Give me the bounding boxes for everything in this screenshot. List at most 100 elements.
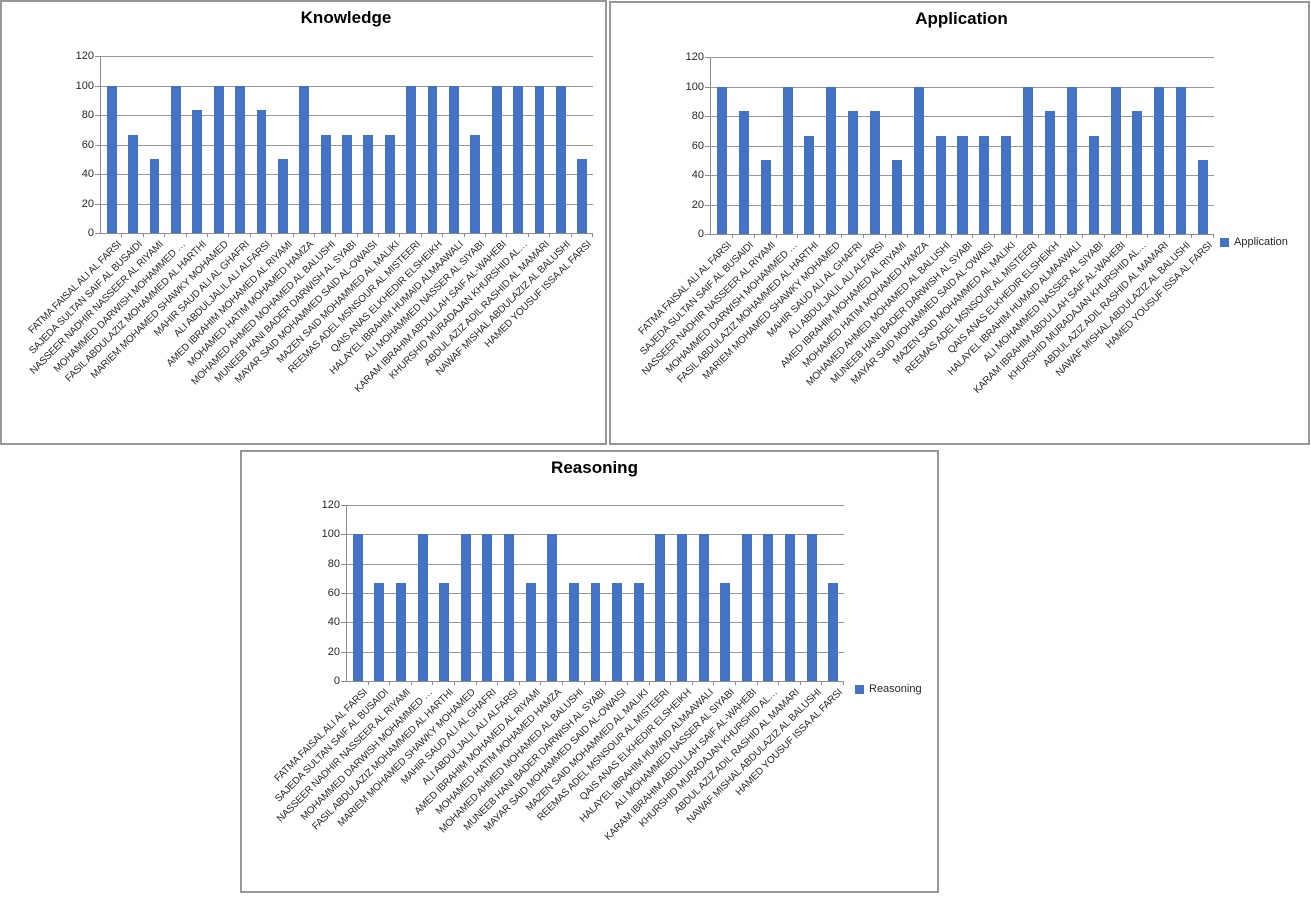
bar bbox=[760, 160, 771, 234]
x-axis-tick bbox=[713, 681, 715, 685]
bar bbox=[1110, 86, 1121, 234]
bar bbox=[106, 85, 117, 233]
x-axis-tick bbox=[1103, 234, 1105, 238]
x-axis-tick bbox=[475, 681, 477, 685]
x-axis-tick bbox=[626, 681, 628, 685]
x-axis-tick bbox=[518, 681, 520, 685]
bar bbox=[1001, 135, 1012, 234]
x-axis-tick bbox=[420, 233, 422, 237]
y-axis-tick bbox=[705, 234, 710, 235]
bar bbox=[352, 534, 363, 681]
x-axis-tick bbox=[1169, 234, 1171, 238]
y-axis-tick bbox=[95, 233, 100, 234]
x-axis-tick bbox=[756, 681, 758, 685]
gridline bbox=[711, 116, 1214, 117]
bar bbox=[1154, 86, 1165, 234]
y-tick-label: 120 bbox=[75, 50, 94, 62]
bar bbox=[149, 159, 160, 233]
gridline bbox=[101, 85, 593, 87]
x-axis-tick bbox=[399, 233, 401, 237]
x-axis-tick bbox=[562, 681, 564, 685]
x-axis-tick bbox=[778, 681, 780, 685]
bar bbox=[170, 85, 181, 233]
bar bbox=[256, 110, 267, 233]
x-axis-tick bbox=[121, 233, 123, 237]
x-axis-tick bbox=[1059, 234, 1061, 238]
x-axis-tick bbox=[527, 233, 529, 237]
x-axis-tick bbox=[506, 233, 508, 237]
x-axis-tick bbox=[605, 681, 607, 685]
y-axis-tick bbox=[95, 203, 100, 205]
bar bbox=[957, 135, 968, 234]
x-axis-tick bbox=[228, 233, 230, 237]
reasoning-chart: Reasoning 0 20 40 60 80 100 120 FATMA FAISAL AL… bbox=[240, 450, 939, 893]
x-axis-tick bbox=[884, 234, 886, 238]
bar bbox=[299, 85, 310, 233]
chart-title: Knowledge bbox=[300, 8, 392, 27]
bar bbox=[439, 583, 450, 681]
x-axis-tick bbox=[731, 234, 733, 238]
gridline bbox=[347, 563, 844, 565]
gridline bbox=[711, 86, 1214, 88]
gridline bbox=[711, 57, 1214, 58]
bar bbox=[525, 583, 536, 681]
bar bbox=[1132, 111, 1143, 234]
legend-label: Application bbox=[1234, 236, 1288, 248]
y-tick-label: 80 bbox=[691, 110, 704, 122]
y-tick-label: 40 bbox=[327, 616, 340, 629]
bar bbox=[513, 85, 524, 233]
legend-swatch bbox=[855, 684, 864, 694]
y-tick-label: 20 bbox=[691, 198, 704, 211]
y-axis-tick bbox=[705, 204, 710, 206]
x-axis-tick bbox=[164, 233, 166, 237]
x-axis-tick bbox=[1081, 234, 1083, 238]
bar bbox=[655, 534, 666, 681]
plot-area: 0 20 40 60 80 100 120 FATMA FAISAL ALI AL FARSI… bbox=[272, 499, 845, 843]
y-axis-tick bbox=[341, 622, 346, 624]
x-axis-tick bbox=[410, 681, 412, 685]
bar bbox=[1088, 135, 1099, 234]
bar bbox=[374, 583, 385, 681]
y-tick-label: 60 bbox=[81, 138, 94, 151]
x-axis-tick bbox=[185, 233, 187, 237]
plot-area: 0 20 40 60 80 100 120 FATMA FAISAL ALI AL FARSI… bbox=[637, 51, 1215, 396]
x-axis-tick bbox=[497, 681, 499, 685]
y-axis-tick bbox=[341, 651, 346, 653]
bar bbox=[555, 85, 566, 233]
x-axis-tick bbox=[1125, 234, 1127, 238]
y-tick-label: 40 bbox=[691, 169, 704, 181]
bar bbox=[491, 85, 502, 233]
x-axis-tick bbox=[799, 681, 801, 685]
x-axis-tick bbox=[1038, 234, 1040, 238]
bar bbox=[363, 134, 374, 233]
bar bbox=[590, 583, 601, 681]
bar bbox=[612, 583, 623, 681]
y-axis-tick bbox=[341, 534, 346, 536]
y-axis-tick bbox=[341, 593, 346, 594]
x-axis-tick bbox=[249, 233, 251, 237]
bar bbox=[1066, 86, 1077, 234]
bar bbox=[384, 134, 395, 233]
y-tick-label: 100 bbox=[75, 79, 94, 92]
x-axis-tick bbox=[775, 234, 777, 238]
bar bbox=[785, 534, 795, 681]
y-axis-tick bbox=[705, 116, 710, 117]
gridline bbox=[101, 56, 593, 57]
y-tick-label: 20 bbox=[81, 197, 94, 210]
bar bbox=[128, 134, 138, 233]
y-axis-tick bbox=[341, 505, 346, 506]
bar bbox=[504, 534, 515, 681]
x-axis-tick bbox=[819, 234, 821, 238]
bar bbox=[935, 135, 946, 234]
bar bbox=[979, 135, 990, 234]
bar bbox=[470, 134, 481, 233]
x-axis-tick bbox=[540, 681, 542, 685]
plot-area: 0 20 40 60 80 100 120 FATMA FAISAL ALI AL FARSI… bbox=[26, 50, 594, 395]
x-axis-tick bbox=[570, 233, 572, 237]
bar bbox=[547, 534, 558, 681]
y-axis-tick bbox=[95, 174, 100, 175]
bar bbox=[869, 111, 881, 234]
x-axis-tick bbox=[734, 681, 736, 685]
y-axis-tick bbox=[95, 85, 100, 87]
bar bbox=[741, 534, 752, 681]
